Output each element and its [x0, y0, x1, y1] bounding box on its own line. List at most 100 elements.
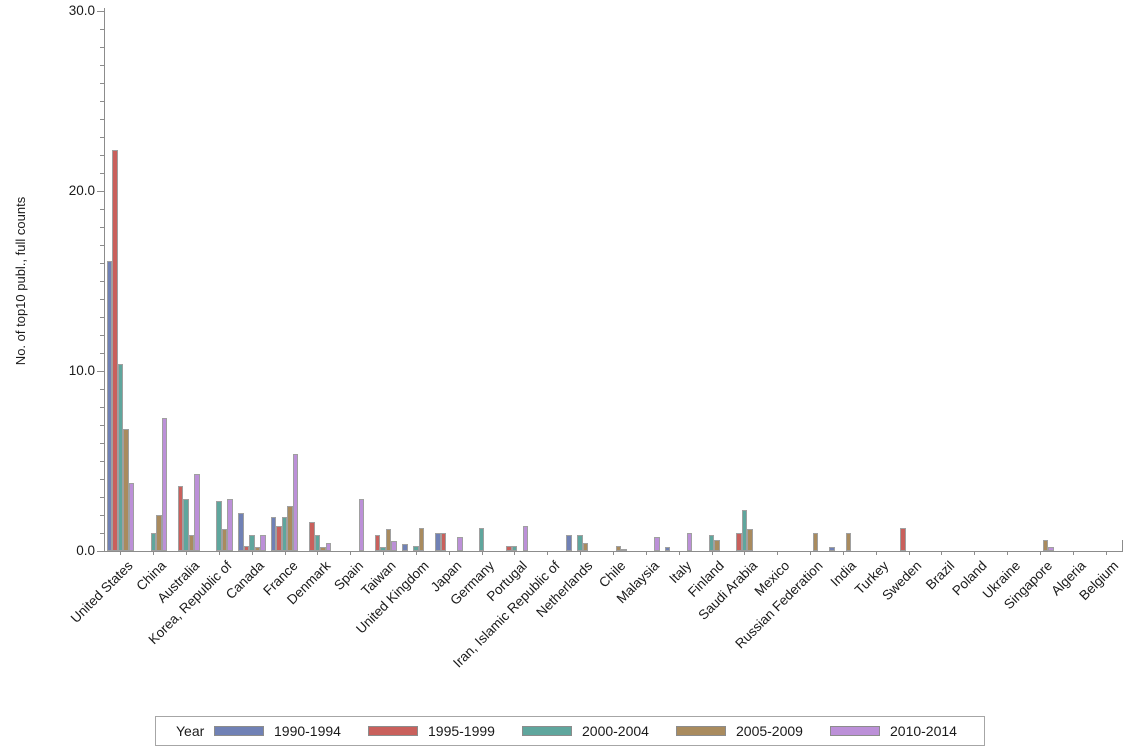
y-tick-label: 30.0 [68, 3, 95, 18]
y-minor-tick [100, 47, 104, 48]
y-minor-tick [100, 335, 104, 336]
x-tick [810, 551, 812, 555]
x-tick [415, 551, 417, 555]
legend-item: 2010-2014 [830, 723, 984, 739]
x-tick [481, 551, 483, 555]
y-major-tick [97, 191, 104, 192]
bar [1048, 547, 1054, 551]
bar [150, 533, 156, 551]
x-tick [284, 551, 286, 555]
bar [478, 528, 485, 551]
bar [440, 533, 447, 551]
bar [829, 547, 835, 551]
bar [281, 517, 288, 551]
y-minor-tick [100, 443, 104, 444]
x-tick [941, 551, 943, 555]
x-tick [908, 551, 910, 555]
legend-item: 2005-2009 [676, 723, 830, 739]
x-tick [317, 551, 319, 555]
x-tick [1105, 551, 1107, 555]
bar [402, 544, 408, 551]
bar [358, 499, 365, 551]
bar [276, 526, 282, 551]
bar [522, 526, 529, 551]
bar [292, 454, 299, 551]
bar [506, 546, 512, 551]
x-tick [777, 551, 779, 555]
bar [812, 533, 819, 551]
legend-item: 1995-1999 [368, 723, 522, 739]
bar [314, 535, 321, 551]
x-tick [613, 551, 614, 555]
bar [188, 535, 195, 551]
y-minor-tick [100, 299, 104, 300]
bar [270, 517, 277, 551]
bar [736, 533, 742, 551]
x-tick [1007, 551, 1009, 555]
y-minor-tick [100, 281, 104, 282]
y-minor-tick [100, 407, 104, 408]
bar [900, 528, 906, 551]
legend-item: 2000-2004 [522, 723, 676, 739]
y-minor-tick [100, 83, 104, 84]
x-tick [383, 551, 385, 555]
bar [287, 506, 293, 551]
bar [741, 510, 748, 551]
y-minor-tick [100, 137, 104, 138]
y-axis-title: No. of top10 publ., full counts [13, 196, 28, 366]
bar [254, 547, 261, 551]
bar [686, 533, 693, 551]
x-tick [186, 551, 188, 555]
bar [221, 529, 228, 551]
legend-swatch [214, 726, 264, 736]
x-tick [218, 551, 220, 555]
bar [747, 529, 753, 551]
x-tick-label: United States [68, 558, 137, 626]
bar [577, 535, 583, 551]
x-tick [744, 551, 746, 555]
bar [582, 543, 589, 551]
legend-series-label: 2010-2014 [890, 723, 957, 739]
y-minor-tick [100, 515, 104, 516]
legend-swatch [676, 726, 726, 736]
y-tick-label: 20.0 [68, 183, 95, 198]
bar [325, 543, 332, 551]
x-tick [1072, 551, 1074, 555]
y-axis-line [104, 8, 105, 552]
bar [654, 537, 660, 551]
y-tick-label: 0.0 [76, 543, 95, 558]
y-minor-tick [100, 497, 104, 498]
y-minor-tick [100, 227, 104, 228]
x-tick [875, 551, 877, 555]
bar [161, 418, 167, 551]
bar [457, 537, 463, 551]
y-minor-tick [100, 29, 104, 30]
bar [238, 513, 244, 551]
bar [385, 529, 392, 551]
bar [106, 261, 113, 551]
y-minor-tick [100, 353, 104, 354]
bar [117, 364, 124, 551]
bar [183, 499, 189, 551]
bar [194, 474, 200, 551]
bar [227, 499, 233, 551]
y-minor-tick [100, 101, 104, 102]
bar [845, 533, 852, 551]
legend-swatch [368, 726, 418, 736]
bar [391, 541, 397, 551]
bar [511, 546, 518, 551]
x-tick [350, 551, 352, 555]
y-minor-tick [100, 425, 104, 426]
bar [621, 549, 627, 551]
bar [249, 535, 255, 551]
y-minor-tick [100, 173, 104, 174]
bar [714, 540, 720, 551]
y-minor-tick [100, 389, 104, 390]
bar [418, 528, 425, 551]
legend-swatch [522, 726, 572, 736]
bar [243, 546, 250, 551]
x-tick-label: Italy [666, 558, 695, 587]
bar [413, 546, 419, 551]
bar [566, 535, 572, 551]
